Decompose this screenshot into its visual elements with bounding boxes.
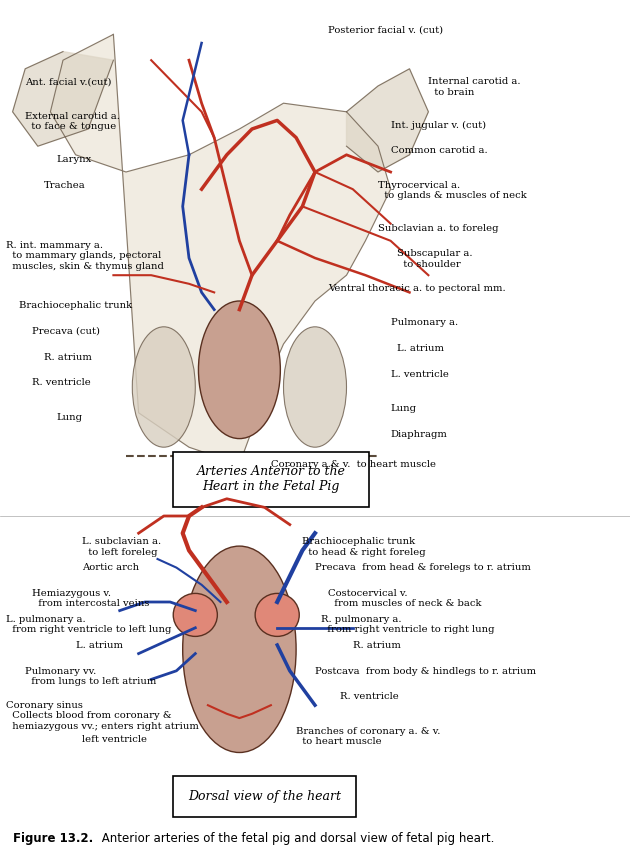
Text: L. atrium: L. atrium <box>397 344 444 353</box>
Text: Costocervical v.
  from muscles of neck & back: Costocervical v. from muscles of neck & … <box>328 589 481 609</box>
Text: Figure 13.2.: Figure 13.2. <box>13 832 93 845</box>
Text: R. atrium: R. atrium <box>44 353 92 361</box>
Text: Subclavian a. to foreleg: Subclavian a. to foreleg <box>378 224 498 232</box>
Text: Thyrocervical a.
  to glands & muscles of neck: Thyrocervical a. to glands & muscles of … <box>378 181 527 200</box>
Text: Common carotid a.: Common carotid a. <box>391 146 487 155</box>
Ellipse shape <box>132 327 195 447</box>
Text: Internal carotid a.
  to brain: Internal carotid a. to brain <box>428 77 521 97</box>
Ellipse shape <box>198 301 280 439</box>
Text: left ventricle: left ventricle <box>82 735 147 744</box>
Text: Diaphragm: Diaphragm <box>391 430 447 439</box>
Polygon shape <box>13 52 113 146</box>
Text: L. ventricle: L. ventricle <box>391 370 449 378</box>
Text: Trachea: Trachea <box>44 181 86 189</box>
Text: Precava  from head & forelegs to r. atrium: Precava from head & forelegs to r. atriu… <box>315 563 531 572</box>
Text: Coronary a.& v.  to heart muscle: Coronary a.& v. to heart muscle <box>271 460 436 469</box>
Ellipse shape <box>284 327 346 447</box>
Text: L. atrium: L. atrium <box>76 641 123 649</box>
Text: Branches of coronary a. & v.
  to heart muscle: Branches of coronary a. & v. to heart mu… <box>296 727 440 746</box>
Text: Lung: Lung <box>57 413 83 421</box>
Text: R. atrium: R. atrium <box>353 641 401 649</box>
Text: R. ventricle: R. ventricle <box>32 378 90 387</box>
Text: Postcava  from body & hindlegs to r. atrium: Postcava from body & hindlegs to r. atri… <box>315 666 536 675</box>
Text: R. ventricle: R. ventricle <box>340 692 399 701</box>
Text: Subscapular a.
  to shoulder: Subscapular a. to shoulder <box>397 249 472 269</box>
Text: R. pulmonary a.
  from right ventricle to right lung: R. pulmonary a. from right ventricle to … <box>321 615 495 635</box>
Text: Brachiocephalic trunk
  to head & right foreleg: Brachiocephalic trunk to head & right fo… <box>302 538 426 557</box>
Text: Ant. facial v.(cut): Ant. facial v.(cut) <box>25 77 112 86</box>
Text: External carotid a.
  to face & tongue: External carotid a. to face & tongue <box>25 112 120 132</box>
Ellipse shape <box>183 546 296 752</box>
Ellipse shape <box>255 593 299 636</box>
Text: Anterior arteries of the fetal pig and dorsal view of fetal pig heart.: Anterior arteries of the fetal pig and d… <box>98 832 494 845</box>
Text: L. subclavian a.
  to left foreleg: L. subclavian a. to left foreleg <box>82 538 161 557</box>
Text: Precava (cut): Precava (cut) <box>32 327 100 335</box>
Text: Pulmonary a.: Pulmonary a. <box>391 318 458 327</box>
FancyBboxPatch shape <box>173 776 356 817</box>
Text: Hemiazygous v.
  from intercostal veins: Hemiazygous v. from intercostal veins <box>32 589 149 609</box>
Text: Int. jugular v. (cut): Int. jugular v. (cut) <box>391 120 486 130</box>
Polygon shape <box>50 34 391 464</box>
Text: Dorsal view of the heart: Dorsal view of the heart <box>188 789 341 803</box>
Text: Larynx: Larynx <box>57 155 92 163</box>
Text: Ventral thoracic a. to pectoral mm.: Ventral thoracic a. to pectoral mm. <box>328 284 505 292</box>
Polygon shape <box>346 69 428 172</box>
Text: Lung: Lung <box>391 404 416 413</box>
Ellipse shape <box>173 593 217 636</box>
Text: Brachiocephalic trunk: Brachiocephalic trunk <box>19 301 132 310</box>
Text: Posterior facial v. (cut): Posterior facial v. (cut) <box>328 26 443 34</box>
Text: L. pulmonary a.
  from right ventricle to left lung: L. pulmonary a. from right ventricle to … <box>6 615 171 635</box>
Text: Arteries Anterior to the
Heart in the Fetal Pig: Arteries Anterior to the Heart in the Fe… <box>197 465 345 494</box>
Text: Pulmonary vv.
  from lungs to left atrium: Pulmonary vv. from lungs to left atrium <box>25 666 157 686</box>
FancyBboxPatch shape <box>173 452 369 507</box>
Text: R. int. mammary a.
  to mammary glands, pectoral
  muscles, skin & thymus gland: R. int. mammary a. to mammary glands, pe… <box>6 241 164 271</box>
Text: Coronary sinus
  Collects blood from coronary &
  hemiazygous vv.; enters right : Coronary sinus Collects blood from coron… <box>6 701 199 731</box>
Text: Aortic arch: Aortic arch <box>82 563 139 572</box>
